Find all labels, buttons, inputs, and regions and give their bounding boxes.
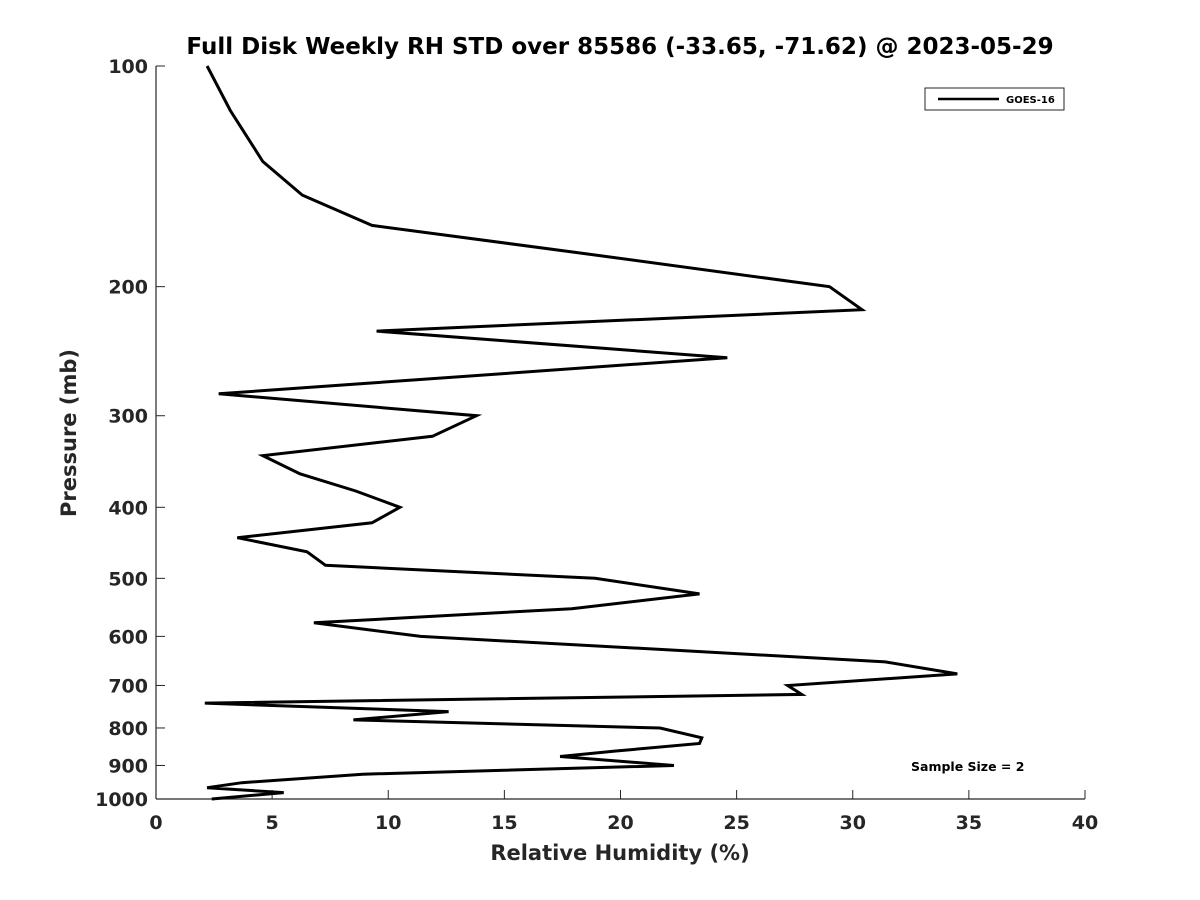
y-tick-label: 900 xyxy=(108,755,148,777)
x-axis-ticks: 0 5 10 15 20 25 30 35 40 xyxy=(149,790,1098,834)
y-tick-label: 500 xyxy=(108,568,148,590)
y-tick-label: 400 xyxy=(108,497,148,519)
y-axis-label: Pressure (mb) xyxy=(57,349,81,517)
series-group xyxy=(204,65,958,801)
legend: GOES-16 xyxy=(924,87,1065,111)
y-tick-label: 200 xyxy=(108,277,148,299)
x-tick-label: 20 xyxy=(607,812,633,834)
x-axis-label: Relative Humidity (%) xyxy=(490,841,749,865)
y-tick-label: 100 xyxy=(108,56,148,78)
x-tick-label: 25 xyxy=(723,812,749,834)
y-tick-label: 800 xyxy=(108,718,148,740)
series-line-goes-16 xyxy=(204,65,958,801)
y-tick-label: 300 xyxy=(108,406,148,428)
x-tick-label: 35 xyxy=(956,812,982,834)
y-tick-label: 1000 xyxy=(95,789,148,811)
x-tick-label: 30 xyxy=(840,812,866,834)
x-tick-label: 15 xyxy=(491,812,517,834)
chart-title: Full Disk Weekly RH STD over 85586 (-33.… xyxy=(186,34,1053,60)
y-axis-ticks: 100 200 300 400 500 600 700 800 900 1000 xyxy=(95,56,165,811)
x-tick-label: 10 xyxy=(375,812,401,834)
y-tick-label: 700 xyxy=(108,675,148,697)
x-tick-label: 0 xyxy=(149,812,162,834)
x-tick-label: 40 xyxy=(1072,812,1098,834)
y-tick-label: 600 xyxy=(108,626,148,648)
sample-size-annotation: Sample Size = 2 xyxy=(911,759,1024,774)
legend-label-goes-16: GOES-16 xyxy=(1006,95,1055,106)
x-tick-label: 5 xyxy=(266,812,279,834)
